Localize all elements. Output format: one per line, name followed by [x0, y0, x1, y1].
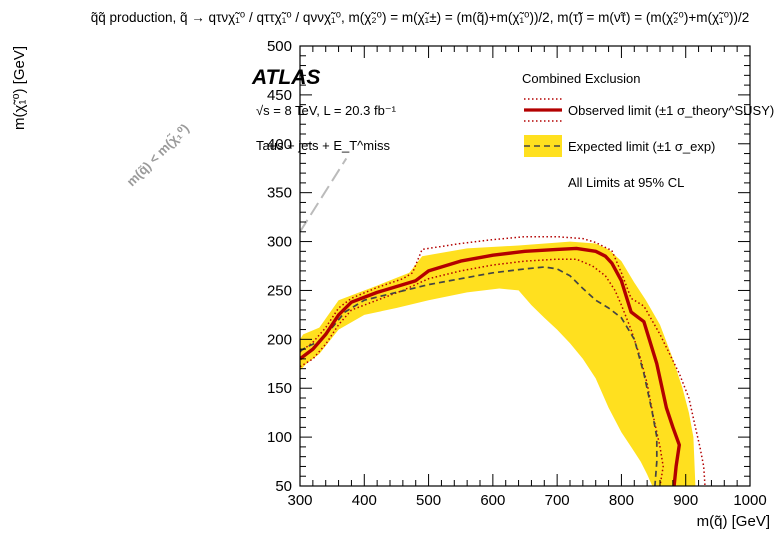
y-tick-label: 300: [267, 234, 292, 251]
observed-plus-1sigma-line: [300, 235, 706, 486]
y-tick-label: 150: [267, 380, 292, 397]
observed-limit-line: [300, 246, 681, 486]
x-tick-label: 900: [673, 492, 698, 509]
y-tick-label: 50: [275, 478, 292, 495]
x-tick-label: 700: [545, 492, 570, 509]
x-axis-title: m(q̃) [GeV]: [697, 513, 770, 530]
diagonal-line: [300, 157, 348, 233]
x-axis-ticks: 300 400 500 600 700 800 900 1000: [287, 46, 767, 509]
x-tick-label: 400: [352, 492, 377, 509]
diagonal-label: m(q̃) < m(χ̃₁⁰): [124, 121, 192, 189]
legend-observed-label: Observed limit (±1 σ_theory^SUSY): [568, 103, 774, 118]
expected-limit-line: [300, 266, 658, 486]
legend-expected-label: Expected limit (±1 σ_exp): [568, 139, 715, 154]
y-axis-title: m(χ̃₁⁰) [GeV]: [11, 46, 28, 130]
y-tick-label: 350: [267, 185, 292, 202]
atlas-label: ATLAS: [251, 66, 320, 89]
y-tick-label: 500: [267, 38, 292, 55]
x-tick-label: 300: [287, 492, 312, 509]
x-tick-label: 800: [609, 492, 634, 509]
x-tick-label: 500: [416, 492, 441, 509]
plot-frame: [299, 45, 751, 487]
chart-title: q̃q̃ production, q̃ → qτνχ̃₁⁰ / qττχ̃₁⁰ …: [91, 10, 750, 25]
legend-band-swatch: [524, 135, 562, 157]
x-tick-label: 600: [480, 492, 505, 509]
y-tick-label: 250: [267, 282, 292, 299]
expected-band: [300, 241, 696, 486]
observed-minus-1sigma-line: [300, 258, 664, 486]
legend: Combined Exclusion Observed limit (±1 σ_…: [522, 71, 774, 190]
channel-label: Taus + jets + E_T^miss: [256, 138, 390, 153]
plot-content: [300, 157, 706, 486]
y-tick-label: 400: [267, 136, 292, 153]
y-tick-label: 100: [267, 429, 292, 446]
legend-note: All Limits at 95% CL: [568, 175, 684, 190]
energy-lumi-label: √s = 8 TeV, L = 20.3 fb⁻¹: [256, 103, 397, 118]
y-axis-ticks: 50 100 150 200 250 300 350 400 450 500: [267, 38, 750, 495]
x-tick-label: 1000: [733, 492, 766, 509]
legend-header: Combined Exclusion: [522, 71, 641, 86]
y-tick-label: 450: [267, 87, 292, 104]
y-tick-label: 200: [267, 331, 292, 348]
